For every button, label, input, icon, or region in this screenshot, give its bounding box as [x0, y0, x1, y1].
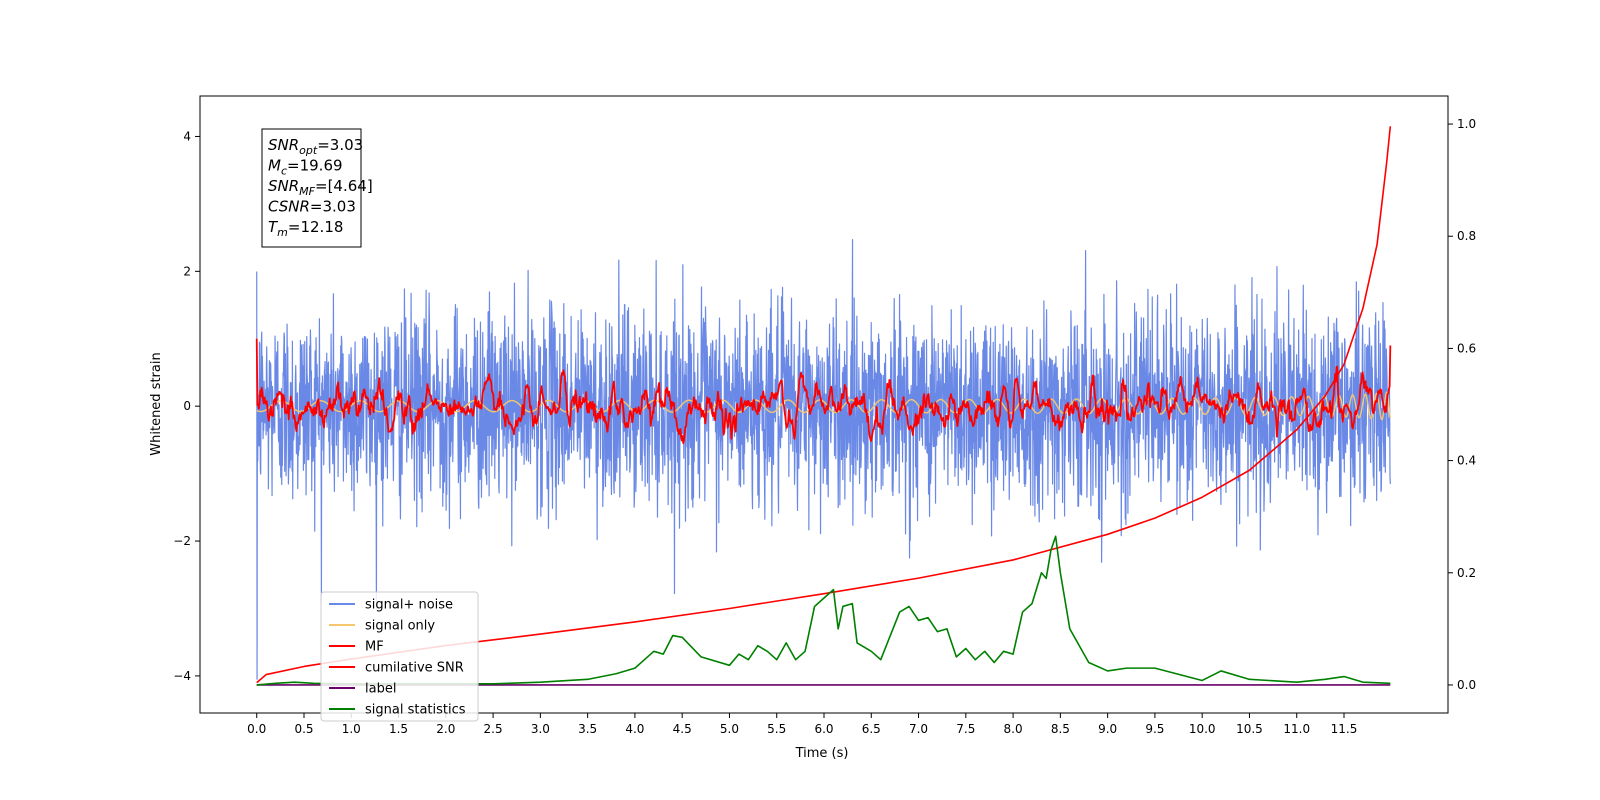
x-tick-label: 0.0 [247, 722, 266, 736]
y2-tick-label: 0.6 [1457, 341, 1476, 355]
annotation-frame [261, 128, 362, 248]
annotation-symbol: CSNR [268, 198, 310, 216]
annotation-line: Mc=19.69 [268, 157, 343, 178]
annotation-symbol: M [268, 157, 281, 175]
annotation-value: =19.69 [287, 157, 343, 175]
x-tick-label: 1.5 [389, 722, 408, 736]
y-tick-label: −2 [173, 534, 191, 548]
x-tick-label: 5.5 [767, 722, 786, 736]
x-tick-label: 10.0 [1189, 722, 1216, 736]
y-tick-label: 2 [183, 264, 191, 278]
annotation-subscript: c [281, 165, 287, 178]
x-tick-label: 10.5 [1236, 722, 1263, 736]
x-tick-label: 2.5 [484, 722, 503, 736]
y2-tick-label: 0.8 [1457, 229, 1476, 243]
x-tick-label: 3.0 [531, 722, 550, 736]
annotation-line: SNRopt=3.03 [268, 136, 363, 157]
series-mf [255, 338, 1392, 445]
x-tick-label: 1.0 [342, 722, 361, 736]
y-tick-label: 4 [183, 129, 191, 143]
legend-entry: MF [365, 640, 384, 655]
x-tick-label: 8.0 [1004, 722, 1023, 736]
annotation-subscript: m [277, 226, 288, 239]
x-tick-label: 6.5 [862, 722, 881, 736]
x-tick-label: 9.0 [1098, 722, 1117, 736]
annotation-symbol: SNR [268, 136, 299, 154]
legend-entry: signal statistics [365, 703, 466, 718]
y2-tick-label: 0.0 [1457, 678, 1476, 692]
annotation-value: =3.03 [317, 136, 363, 154]
annotation-value: =12.18 [288, 218, 344, 236]
y-tick-label: 0 [183, 399, 191, 413]
annotation-line: SNRMF=[4.64] [268, 177, 373, 198]
legend-entry: signal+ noise [365, 598, 453, 613]
legend-entry: signal only [365, 619, 435, 634]
x-axis: 0.0 0.5 1.0 1.5 2.0 2.5 3.0 3.5 4.0 4.5 5.0 5.5 6.0 6… [247, 713, 1357, 736]
x-tick-label: 4.5 [673, 722, 692, 736]
y2-tick-label: 0.4 [1457, 454, 1476, 468]
series-signal-statistics [256, 535, 1391, 686]
annotation-symbol: T [268, 218, 279, 236]
annotation-symbol: SNR [268, 177, 299, 195]
x-tick-label: 11.5 [1331, 722, 1358, 736]
legend-entry: label [365, 682, 396, 697]
x-tick-label: 9.5 [1145, 722, 1164, 736]
x-tick-label: 5.0 [720, 722, 739, 736]
y2-tick-label: 0.2 [1457, 566, 1476, 580]
annotation-value: =3.03 [310, 198, 356, 216]
x-tick-label: 11.0 [1283, 722, 1310, 736]
x-tick-label: 3.5 [578, 722, 597, 736]
annotation-line: Tm=12.18 [268, 218, 343, 239]
y-axis-right: 1.0 0.8 0.6 0.4 0.2 0.0 [1448, 117, 1476, 692]
legend-entry: cumilative SNR [365, 661, 464, 676]
x-tick-label: 7.5 [956, 722, 975, 736]
annotation-line: CSNR=3.03 [268, 198, 356, 216]
x-tick-label: 8.5 [1051, 722, 1070, 736]
y-axis-left: 4 2 0 −2 −4 [173, 129, 200, 683]
x-tick-label: 4.0 [625, 722, 644, 736]
legend-frame [320, 591, 479, 722]
annotation-subscript: opt [299, 144, 318, 157]
x-tick-label: 6.0 [814, 722, 833, 736]
x-tick-label: 0.5 [294, 722, 313, 736]
annotation-box: SNRopt=3.03Mc=19.69SNRMF=[4.64]CSNR=3.03… [261, 128, 373, 248]
annotation-subscript: MF [299, 185, 315, 198]
series-signal-plus-noise [256, 239, 1391, 680]
legend: signal+ noise signal only MF cumilative SNR… [320, 591, 479, 722]
y2-tick-label: 1.0 [1457, 117, 1476, 131]
x-axis-label: Time (s) [795, 746, 849, 761]
x-tick-label: 2.0 [436, 722, 455, 736]
x-tick-label: 7.0 [909, 722, 928, 736]
annotation-value: =[4.64] [315, 177, 373, 195]
y-tick-label: −4 [173, 669, 191, 683]
y-axis-label: Whitened strain [149, 352, 164, 455]
